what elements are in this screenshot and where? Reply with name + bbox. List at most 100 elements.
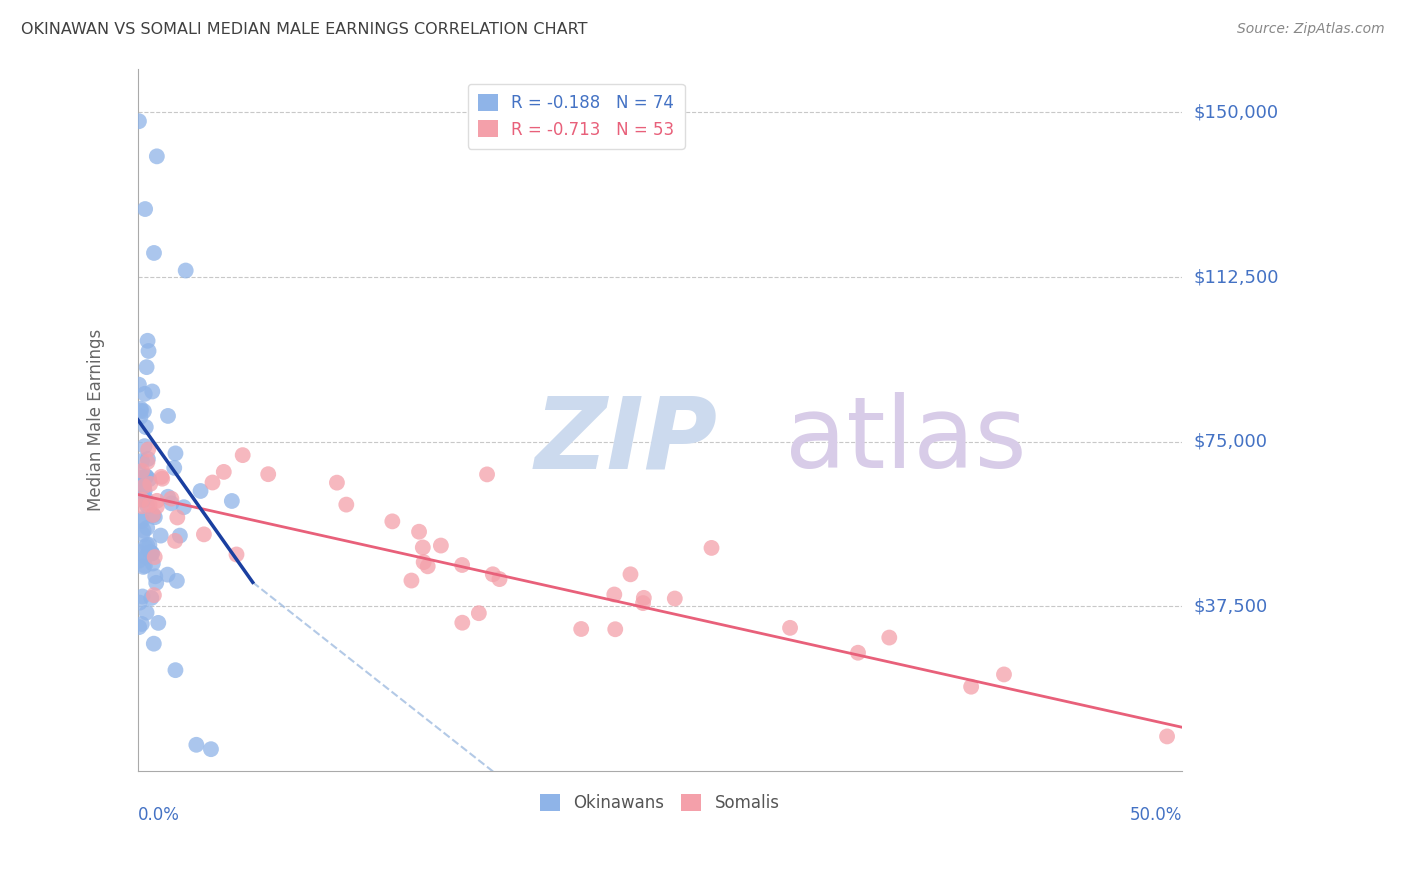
Point bbox=[201, 475, 224, 490]
Text: $112,500: $112,500 bbox=[1194, 268, 1278, 286]
Point bbox=[128, 377, 150, 392]
Point bbox=[633, 591, 655, 605]
Point bbox=[131, 500, 153, 514]
Point bbox=[149, 528, 172, 542]
Point bbox=[150, 472, 173, 486]
Point bbox=[135, 606, 157, 620]
Point bbox=[136, 455, 159, 469]
Point bbox=[132, 479, 155, 493]
Point bbox=[150, 470, 173, 484]
Point bbox=[131, 527, 153, 541]
Point bbox=[169, 528, 191, 542]
Point bbox=[132, 493, 155, 508]
Point bbox=[142, 637, 165, 651]
Point bbox=[138, 538, 160, 552]
Point bbox=[232, 448, 254, 462]
Point bbox=[475, 467, 498, 482]
Point bbox=[160, 491, 183, 506]
Point bbox=[128, 465, 150, 479]
Point bbox=[430, 539, 453, 553]
Point bbox=[166, 574, 188, 588]
Point bbox=[129, 409, 152, 424]
Point bbox=[132, 524, 155, 538]
Point bbox=[134, 202, 156, 216]
Point bbox=[128, 620, 150, 634]
Point bbox=[142, 508, 165, 522]
Point bbox=[212, 465, 235, 479]
Point bbox=[141, 384, 163, 399]
Point bbox=[174, 263, 197, 277]
Point bbox=[335, 498, 357, 512]
Point bbox=[135, 360, 157, 375]
Text: 0.0%: 0.0% bbox=[138, 806, 180, 824]
Text: $150,000: $150,000 bbox=[1194, 103, 1278, 121]
Point bbox=[142, 588, 165, 602]
Point bbox=[412, 541, 434, 555]
Point bbox=[128, 114, 150, 128]
Point bbox=[128, 553, 150, 567]
Point bbox=[136, 334, 159, 348]
Point bbox=[134, 540, 156, 554]
Point bbox=[482, 567, 505, 582]
Point bbox=[190, 483, 212, 498]
Point bbox=[132, 560, 155, 574]
Point bbox=[129, 404, 152, 418]
Point bbox=[131, 454, 153, 468]
Point bbox=[225, 548, 247, 562]
Point bbox=[165, 533, 187, 548]
Point bbox=[1156, 730, 1178, 744]
Text: $75,000: $75,000 bbox=[1194, 433, 1267, 450]
Point bbox=[257, 467, 280, 482]
Point bbox=[451, 558, 474, 572]
Point bbox=[139, 477, 162, 491]
Point bbox=[160, 496, 183, 510]
Point bbox=[128, 478, 150, 492]
Point bbox=[146, 500, 169, 514]
Point bbox=[146, 149, 169, 163]
Point bbox=[605, 622, 627, 636]
Point bbox=[135, 469, 157, 483]
Point bbox=[128, 545, 150, 559]
Point bbox=[134, 439, 156, 453]
Point bbox=[166, 510, 188, 524]
Point bbox=[136, 521, 159, 535]
Point bbox=[700, 541, 723, 555]
Point bbox=[960, 680, 983, 694]
Point bbox=[173, 500, 195, 515]
Text: 50.0%: 50.0% bbox=[1129, 806, 1182, 824]
Point bbox=[131, 617, 153, 632]
Point bbox=[381, 514, 404, 528]
Point bbox=[143, 246, 166, 260]
Point bbox=[131, 492, 153, 507]
Point bbox=[136, 451, 159, 466]
Point bbox=[134, 484, 156, 499]
Point bbox=[128, 596, 150, 610]
Point bbox=[779, 621, 801, 635]
Point bbox=[416, 559, 439, 574]
Point bbox=[138, 472, 160, 486]
Text: Median Male Earnings: Median Male Earnings bbox=[87, 329, 105, 511]
Point bbox=[156, 409, 179, 423]
Point bbox=[156, 567, 179, 582]
Point bbox=[451, 615, 474, 630]
Point bbox=[488, 572, 510, 586]
Point bbox=[468, 606, 491, 620]
Text: OKINAWAN VS SOMALI MEDIAN MALE EARNINGS CORRELATION CHART: OKINAWAN VS SOMALI MEDIAN MALE EARNINGS … bbox=[21, 22, 588, 37]
Point bbox=[142, 508, 165, 523]
Point bbox=[129, 401, 152, 416]
Point bbox=[877, 631, 900, 645]
Point bbox=[631, 596, 654, 610]
Point bbox=[142, 557, 165, 571]
Point bbox=[135, 420, 157, 434]
Text: Source: ZipAtlas.com: Source: ZipAtlas.com bbox=[1237, 22, 1385, 37]
Text: $37,500: $37,500 bbox=[1194, 598, 1267, 615]
Legend: Okinawans, Somalis: Okinawans, Somalis bbox=[533, 788, 786, 819]
Point bbox=[993, 667, 1015, 681]
Point bbox=[132, 479, 155, 493]
Point bbox=[141, 591, 163, 605]
Point bbox=[134, 387, 156, 401]
Point bbox=[131, 464, 153, 478]
Point bbox=[163, 461, 186, 475]
Point bbox=[408, 524, 430, 539]
Point bbox=[146, 493, 169, 508]
